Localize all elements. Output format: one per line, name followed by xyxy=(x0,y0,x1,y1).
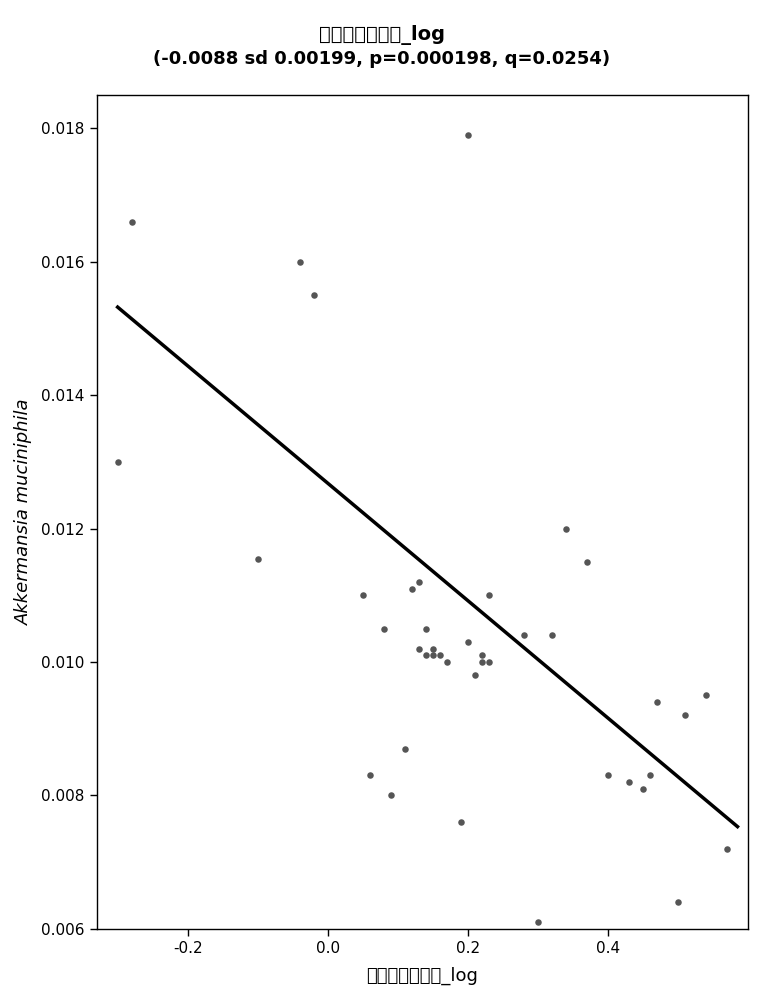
Point xyxy=(427,647,439,663)
Text: 胵岛素抗抗指数_log: 胵岛素抗抗指数_log xyxy=(318,25,445,45)
X-axis label: 胵岛素抗抗指数_log: 胵岛素抗抗指数_log xyxy=(366,967,478,985)
Point xyxy=(468,667,481,683)
Point xyxy=(623,774,635,790)
Y-axis label: Akkermansia muciniphila: Akkermansia muciniphila xyxy=(15,399,33,625)
Point xyxy=(532,914,544,930)
Point xyxy=(441,654,453,670)
Point xyxy=(518,627,530,643)
Point xyxy=(483,587,495,603)
Point xyxy=(406,581,418,597)
Point xyxy=(476,654,488,670)
Point xyxy=(413,641,425,657)
Point xyxy=(560,521,572,537)
Point xyxy=(651,694,663,710)
Point xyxy=(462,127,474,143)
Point xyxy=(672,894,684,910)
Point xyxy=(413,574,425,590)
Point xyxy=(420,621,432,637)
Point xyxy=(111,454,124,470)
Point xyxy=(476,647,488,663)
Point xyxy=(721,841,733,857)
Point xyxy=(378,621,390,637)
Point xyxy=(455,814,467,830)
Point xyxy=(364,767,376,783)
Point xyxy=(644,767,656,783)
Point xyxy=(679,707,691,723)
Point xyxy=(546,627,558,643)
Point xyxy=(294,254,306,270)
Point xyxy=(433,647,446,663)
Point xyxy=(462,634,474,650)
Point xyxy=(252,551,264,567)
Point xyxy=(637,781,649,797)
Point xyxy=(399,741,411,757)
Point xyxy=(602,767,614,783)
Text: (-0.0088 sd 0.00199, p=0.000198, q=0.0254): (-0.0088 sd 0.00199, p=0.000198, q=0.025… xyxy=(153,50,610,68)
Point xyxy=(126,214,138,230)
Point xyxy=(307,287,320,303)
Point xyxy=(356,587,369,603)
Point xyxy=(385,787,397,803)
Point xyxy=(420,647,432,663)
Point xyxy=(700,687,712,703)
Point xyxy=(427,641,439,657)
Point xyxy=(581,554,593,570)
Point xyxy=(483,654,495,670)
